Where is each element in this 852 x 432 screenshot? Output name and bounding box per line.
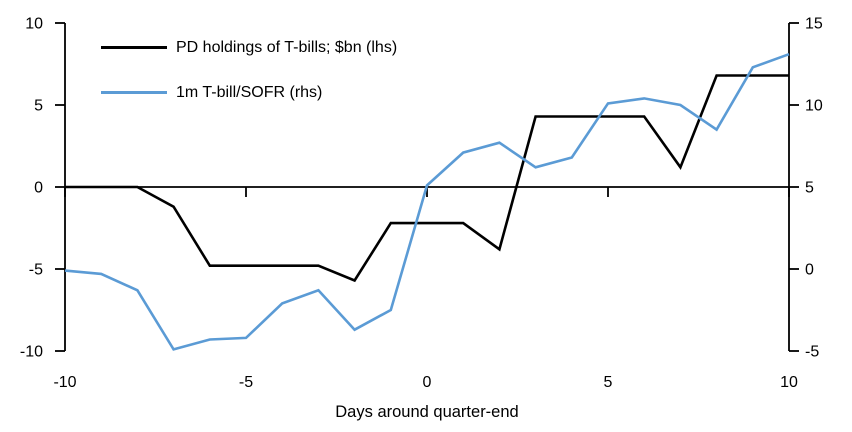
x-axis-title: Days around quarter-end [335,403,519,421]
left-tick-label: -5 [29,262,43,279]
right-tick-label: -5 [805,344,819,361]
series-line-tbill-sofr [64,52,790,351]
series-line-pd-holdings [65,74,789,283]
x-tick-label: 0 [423,374,432,391]
x-tick-label: 10 [780,374,798,391]
left-tick-label: 0 [34,180,43,197]
x-tick-label: -10 [53,374,76,391]
right-tick-label: 0 [805,262,814,279]
left-tick-label: -10 [20,344,43,361]
right-tick-label: 5 [805,180,814,197]
left-tick-label: 5 [34,98,43,115]
x-tick-label: 5 [604,374,613,391]
right-tick-label: 10 [805,98,823,115]
x-tick-label: -5 [239,374,253,391]
right-tick-label: 15 [805,16,823,33]
left-tick-label: 10 [25,16,43,33]
